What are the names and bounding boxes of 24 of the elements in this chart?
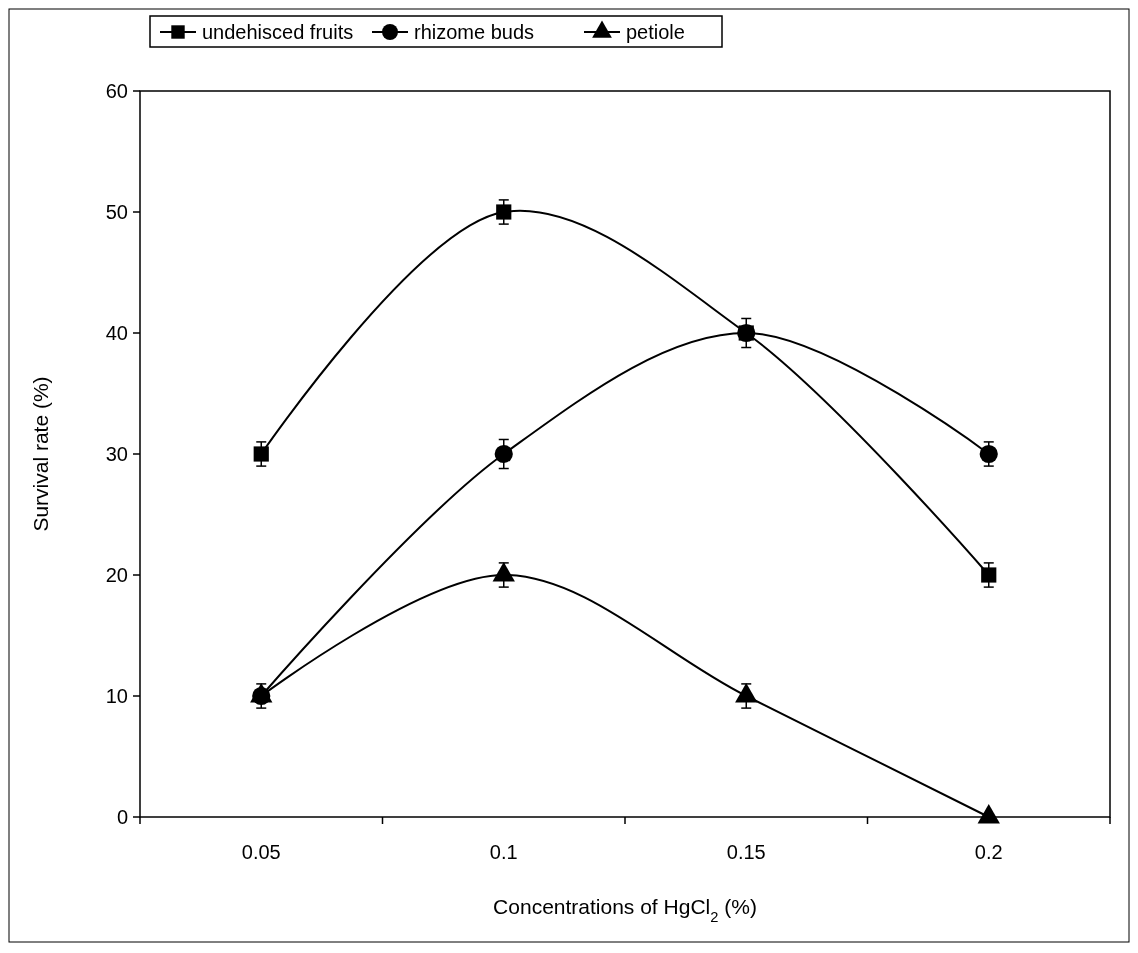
legend-label: rhizome buds <box>414 21 535 43</box>
point <box>977 804 1000 824</box>
point <box>979 444 998 464</box>
y-tick-label: 50 <box>105 201 128 223</box>
y-tick-label: 40 <box>105 322 128 344</box>
y-tick-label: 10 <box>105 685 128 707</box>
y-tick-label: 60 <box>105 80 128 102</box>
legend-label: petiole <box>626 21 685 43</box>
point <box>496 204 512 220</box>
point <box>981 567 997 583</box>
y-tick-label: 20 <box>105 564 128 586</box>
x-axis-title: Concentrations of HgCl$_{2}$ (%) <box>493 895 757 925</box>
x-tick-label: 0.15 <box>726 841 766 863</box>
y-tick-label: 0 <box>116 806 128 828</box>
x-tick-label: 0.2 <box>974 841 1003 863</box>
legend-label: undehisced fruits <box>202 21 354 43</box>
x-tick-label: 0.1 <box>489 841 518 863</box>
point <box>492 562 515 582</box>
point <box>253 446 269 462</box>
x-tick-label: 0.05 <box>241 841 281 863</box>
point <box>494 444 513 464</box>
y-tick-label: 30 <box>105 443 128 465</box>
point <box>735 683 758 703</box>
y-axis-title: Survival rate (%) <box>29 376 52 532</box>
